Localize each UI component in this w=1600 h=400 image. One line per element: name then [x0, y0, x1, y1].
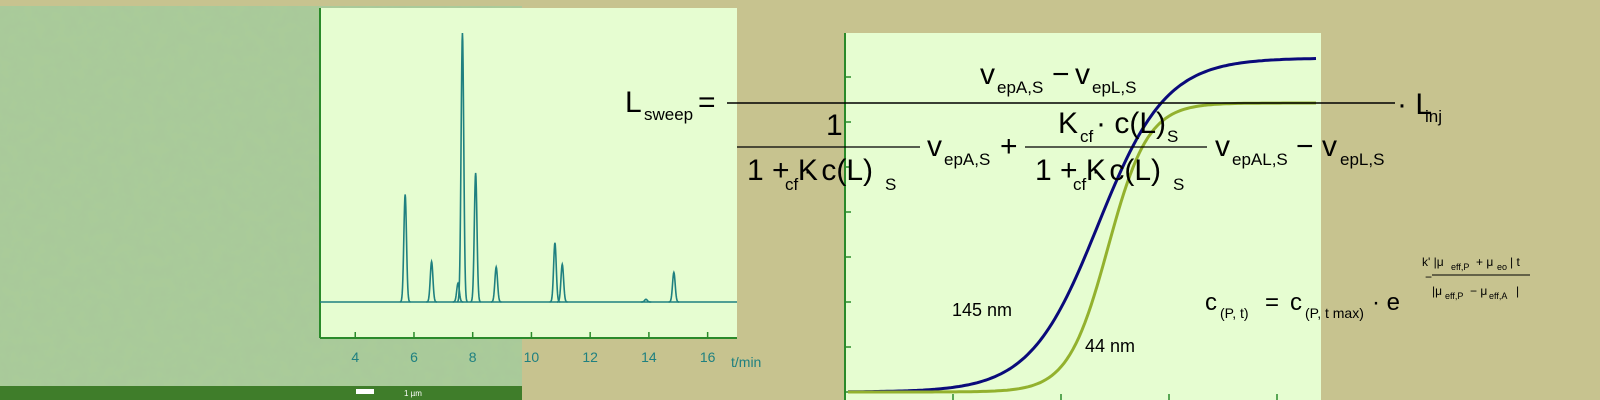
- formula-token: v: [980, 58, 995, 91]
- formula-token: =: [1265, 289, 1279, 316]
- formula-token: epL,S: [1092, 78, 1136, 97]
- sweep-formula: L sweep = v epA,S − v epL,S · L inj 1 1 …: [625, 58, 1442, 194]
- formula-token: |μ: [1432, 284, 1442, 298]
- formula-token: 1: [826, 109, 843, 142]
- x-tick-label: 6: [410, 349, 418, 365]
- curve-145nm: [848, 57, 1317, 394]
- formula-token: − μ: [1470, 284, 1487, 298]
- x-axis-label: t/min: [731, 354, 761, 370]
- formula-token: cf: [1073, 175, 1087, 194]
- x-tick-label: 16: [700, 349, 716, 365]
- formula-token: S: [885, 175, 896, 194]
- chromatogram-panel: [320, 8, 737, 338]
- concentration-formula: c (P, t) = c (P, t max) · e − k' |μ eff,…: [1205, 255, 1530, 321]
- formula-token: L: [625, 86, 642, 119]
- formula-token: S: [1167, 127, 1178, 146]
- chromatogram: 4 6 8 10 12 14 16 t/min: [319, 8, 761, 370]
- sweep-panel: [845, 33, 1321, 400]
- formula-token: + μ: [1476, 255, 1493, 269]
- peak: [490, 264, 502, 303]
- formula-token: −: [1052, 58, 1070, 91]
- peak: [456, 32, 469, 303]
- formula-token: −: [1296, 130, 1314, 163]
- formula-token: epA,S: [944, 150, 990, 169]
- formula-token: sweep: [644, 105, 693, 124]
- formula-token: · e: [1372, 289, 1400, 316]
- x-tick-label: 8: [469, 349, 477, 365]
- formula-token: |: [1516, 284, 1519, 298]
- formula-token: | t: [1510, 255, 1520, 269]
- x-tick-label: 4: [351, 349, 359, 365]
- x-tick-label: 14: [641, 349, 657, 365]
- formula-token: epA,S: [997, 78, 1043, 97]
- formula-token: −: [1425, 270, 1432, 284]
- peak: [668, 270, 680, 303]
- formula-token: eff,P: [1445, 291, 1463, 301]
- formula-token: k' |μ: [1422, 255, 1444, 269]
- peak: [556, 261, 568, 303]
- formula-token: v: [1075, 58, 1090, 91]
- formula-token: v: [1322, 130, 1337, 163]
- formula-token: · c(L): [1096, 107, 1166, 140]
- formula-token: +: [1000, 130, 1018, 163]
- curve-label: 145 nm: [952, 300, 1012, 320]
- x-tick-label: 10: [524, 349, 540, 365]
- sem-scale-label: 1 µm: [404, 389, 422, 398]
- formula-token: K: [1058, 107, 1078, 140]
- formula-token: eff,P: [1451, 262, 1469, 272]
- formula-token: v: [1215, 130, 1230, 163]
- formula-token: inj: [1425, 107, 1442, 126]
- formula-token: epAL,S: [1232, 150, 1288, 169]
- formula-token: eff,A: [1489, 291, 1507, 301]
- formula-token: · L: [1397, 88, 1432, 121]
- formula-token: 1 + K: [1035, 154, 1106, 187]
- formula-token: · c(L): [1091, 154, 1161, 187]
- formula-token: (P, t): [1220, 305, 1249, 321]
- sem-scale-mark: [356, 389, 374, 394]
- formula-token: (P, t max): [1305, 305, 1364, 321]
- peak: [452, 281, 464, 303]
- peak: [640, 298, 652, 303]
- peak: [426, 258, 437, 303]
- peak: [399, 194, 411, 303]
- peak: [470, 172, 482, 303]
- formula-token: cf: [785, 175, 799, 194]
- formula-token: · c(L): [803, 154, 873, 187]
- formula-token: epL,S: [1340, 150, 1384, 169]
- formula-token: S: [1173, 175, 1184, 194]
- formula-token: =: [698, 86, 716, 119]
- formula-token: v: [927, 130, 942, 163]
- x-tick-label: 12: [582, 349, 598, 365]
- formula-token: c: [1290, 289, 1302, 316]
- formula-token: eo: [1497, 262, 1507, 272]
- formula-token: c: [1205, 289, 1217, 316]
- formula-token: 1 + K: [747, 154, 818, 187]
- formula-token: cf: [1080, 127, 1094, 146]
- sem-scale-bar: [0, 386, 522, 400]
- curve-label: 44 nm: [1085, 336, 1135, 356]
